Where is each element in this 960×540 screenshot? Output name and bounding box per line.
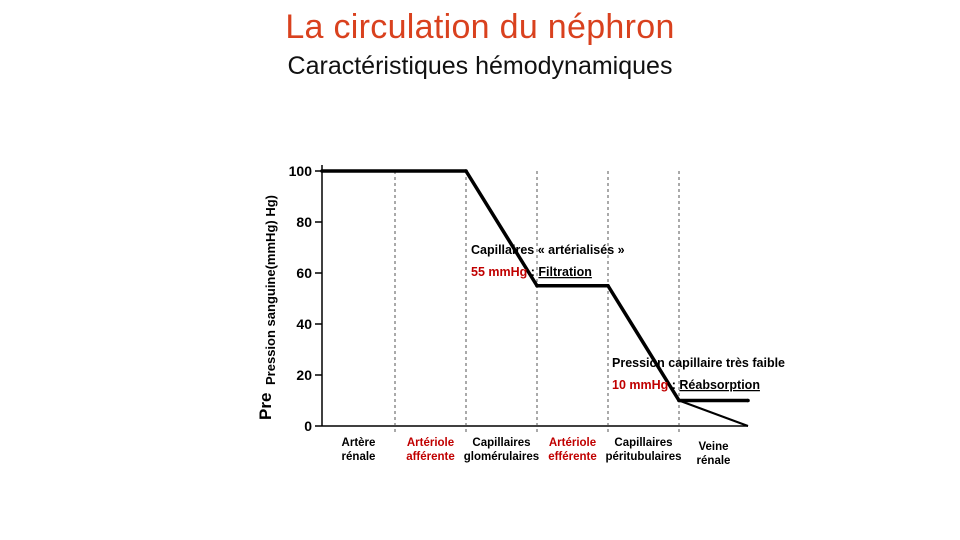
annotation-text: 10 mmHg : Réabsorption — [612, 378, 760, 392]
pressure-series — [320, 169, 750, 427]
pressure-point — [746, 398, 750, 403]
annotation-separator: : — [527, 265, 538, 279]
pressure-point — [464, 169, 468, 173]
slide-title: La circulation du néphron — [285, 8, 675, 46]
annotation-heading: Pression capillaire très faible — [612, 356, 785, 370]
annotation-heading: Capillaires « artérialisés » — [471, 243, 625, 257]
y-tick-label: 0 — [304, 418, 312, 434]
segment-label-line1: Artériole — [407, 437, 454, 449]
y-tick-label: 100 — [289, 163, 313, 179]
segment-label-line1: Veine — [698, 441, 728, 453]
segment-label-line2: rénale — [697, 455, 731, 467]
annotation-label: Filtration — [538, 265, 591, 279]
venous-tail — [678, 399, 749, 427]
segment-label-line1: Artère — [342, 437, 376, 449]
y-tick-label: 20 — [296, 367, 312, 383]
segment-label-line2: glomérulaires — [464, 451, 539, 463]
segment-label-line2: afférente — [406, 451, 455, 463]
pressure-point — [535, 283, 539, 288]
y-tick-label: 80 — [296, 214, 312, 230]
segment-label-line2: rénale — [342, 451, 376, 463]
chart-axes — [321, 165, 748, 427]
pressure-line — [322, 169, 748, 403]
annotation-label: Réabsorption — [679, 378, 760, 392]
annotation-separator: : — [668, 378, 679, 392]
y-axis-label-fragment: Pre — [256, 393, 275, 420]
segment-label-line1: Capillaires — [472, 437, 530, 449]
annotation-text: 55 mmHg : Filtration — [471, 265, 592, 279]
annotation-value: 10 mmHg — [612, 378, 668, 392]
segment-label-line2: efférente — [548, 451, 597, 463]
y-ticks: 0 20 40 60 80 100 — [289, 163, 322, 434]
pressure-point — [320, 169, 324, 173]
y-tick-label: 60 — [296, 265, 312, 281]
pressure-point — [606, 283, 610, 288]
segment-label-line2: péritubulaires — [605, 451, 681, 463]
annotations: Capillaires « artérialisés » 55 mmHg : Fi… — [471, 243, 785, 392]
y-tick-label: 40 — [296, 316, 312, 332]
segment-label-line1: Capillaires — [614, 437, 672, 449]
y-axis-label: Pression sanguine(mmHg) Hg) — [263, 195, 278, 385]
y-axis-label-group: Pression sanguine(mmHg) Hg) Pre — [256, 195, 278, 420]
annotation-value: 55 mmHg — [471, 265, 527, 279]
segment-dividers — [394, 171, 680, 434]
segment-labels: Artère rénale Artériole afférente Capillaire… — [342, 437, 731, 467]
slide-subtitle: Caractéristiques hémodynamiques — [287, 52, 673, 80]
segment-label-line1: Artériole — [549, 437, 596, 449]
